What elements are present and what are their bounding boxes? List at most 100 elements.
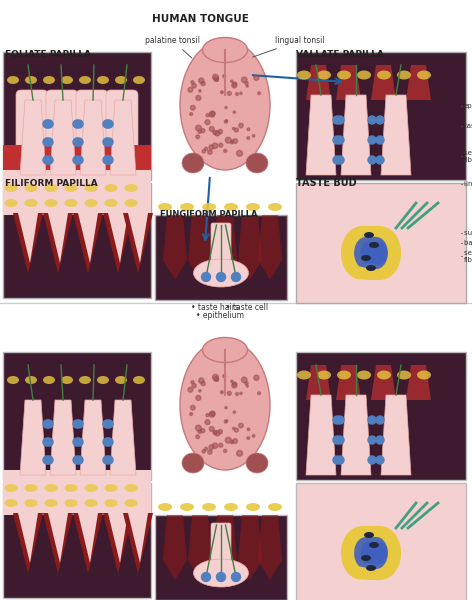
Polygon shape [381,95,411,175]
Polygon shape [110,100,136,175]
FancyBboxPatch shape [76,90,108,170]
Circle shape [258,92,261,95]
Circle shape [231,380,233,382]
Ellipse shape [369,242,379,248]
Circle shape [336,156,344,164]
Text: • epithelium: • epithelium [196,311,244,320]
Circle shape [215,131,220,136]
Ellipse shape [44,484,58,492]
Text: taste bud: taste bud [464,123,472,129]
Circle shape [219,443,223,447]
Circle shape [206,113,209,117]
Circle shape [247,128,250,131]
Polygon shape [306,365,331,400]
Circle shape [217,572,226,581]
Circle shape [208,150,212,154]
Circle shape [73,156,81,164]
Ellipse shape [43,376,55,384]
Ellipse shape [5,499,17,507]
Ellipse shape [194,259,248,287]
Polygon shape [43,513,73,573]
Circle shape [105,120,113,128]
Ellipse shape [397,70,411,79]
Circle shape [73,438,81,446]
Circle shape [103,120,111,128]
Ellipse shape [44,199,58,207]
Circle shape [233,127,235,130]
Ellipse shape [182,153,204,173]
Text: • taste cell: • taste cell [226,303,268,312]
Circle shape [105,420,113,428]
Circle shape [376,136,384,144]
Text: basal cell: basal cell [464,240,472,246]
Circle shape [245,382,248,385]
Polygon shape [110,400,136,475]
FancyBboxPatch shape [296,483,466,600]
Circle shape [333,136,341,144]
Circle shape [368,116,376,124]
Polygon shape [73,213,103,273]
Circle shape [208,450,212,454]
Ellipse shape [180,203,194,211]
Circle shape [336,416,344,424]
Polygon shape [123,213,153,273]
Ellipse shape [357,70,371,79]
Ellipse shape [44,184,58,192]
Circle shape [209,427,214,431]
Circle shape [215,431,220,436]
Circle shape [103,156,111,164]
Text: HUMAN TONGUE: HUMAN TONGUE [152,14,248,24]
Polygon shape [367,545,387,560]
Circle shape [228,91,231,95]
Polygon shape [371,365,396,400]
Ellipse shape [104,484,118,492]
Circle shape [231,140,234,142]
Circle shape [212,74,219,80]
Ellipse shape [182,453,204,473]
Ellipse shape [246,503,260,511]
Polygon shape [50,100,76,175]
Circle shape [233,382,236,386]
Circle shape [75,120,83,128]
Circle shape [43,420,51,428]
Circle shape [336,436,344,444]
Circle shape [224,449,227,452]
Circle shape [253,434,255,437]
Ellipse shape [61,76,73,84]
Circle shape [105,438,113,446]
Circle shape [231,572,241,581]
Circle shape [254,75,259,80]
Circle shape [212,374,219,380]
Circle shape [368,156,376,164]
Polygon shape [20,100,46,175]
Text: FILIFORM PAPILLA: FILIFORM PAPILLA [5,179,98,188]
Ellipse shape [5,184,17,192]
Circle shape [196,435,200,439]
Circle shape [192,83,196,88]
Text: VALLATE PAPILLA: VALLATE PAPILLA [296,50,384,59]
Polygon shape [336,65,361,100]
Circle shape [376,456,384,464]
Circle shape [205,119,210,125]
Text: sensory nerve
fibers: sensory nerve fibers [464,250,472,263]
Circle shape [199,389,201,392]
Circle shape [258,392,261,395]
Ellipse shape [364,232,374,238]
Circle shape [45,156,53,164]
Circle shape [45,420,53,428]
Ellipse shape [194,559,248,587]
Ellipse shape [268,203,282,211]
Circle shape [190,113,193,115]
Circle shape [192,383,196,388]
Ellipse shape [43,76,55,84]
Ellipse shape [25,76,37,84]
Circle shape [105,138,113,146]
FancyBboxPatch shape [3,183,151,298]
Circle shape [219,143,223,147]
Ellipse shape [180,40,270,170]
Polygon shape [336,365,361,400]
Ellipse shape [337,70,351,79]
Circle shape [376,116,384,124]
FancyBboxPatch shape [3,352,151,480]
Polygon shape [80,400,106,475]
